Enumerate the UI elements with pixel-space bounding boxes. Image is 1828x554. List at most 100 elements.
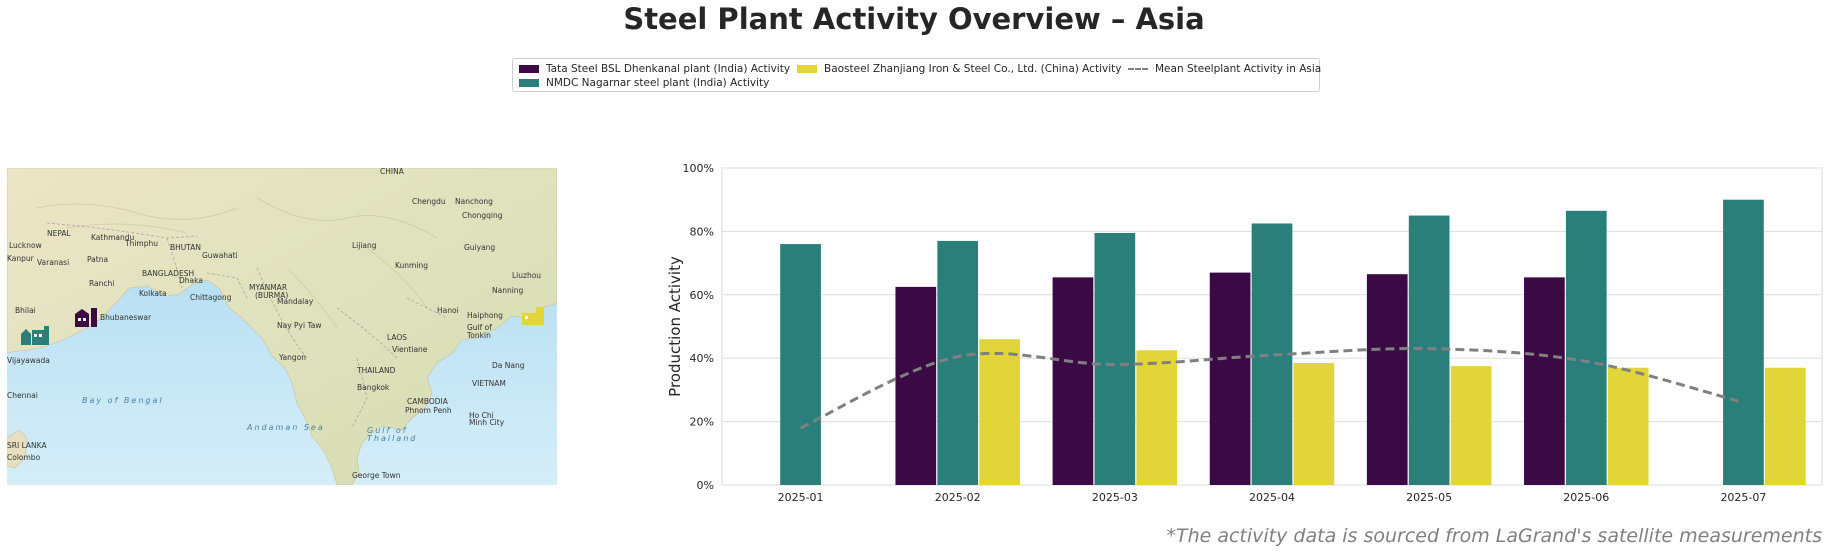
svg-text:Hanoi: Hanoi <box>437 306 459 315</box>
bar-2025-02-s0 <box>895 286 937 485</box>
y-tick-label: 40% <box>690 352 714 365</box>
legend-label-tata: Tata Steel BSL Dhenkanal plant (India) A… <box>546 63 791 75</box>
svg-text:NEPAL: NEPAL <box>47 229 72 238</box>
bar-2025-01-s1 <box>780 244 821 485</box>
svg-text:Varanasi: Varanasi <box>37 258 69 267</box>
border-lines <box>46 222 448 429</box>
bar-2025-06-s1 <box>1565 210 1607 486</box>
legend-item-mean: Mean Steelplant Activity in Asia <box>1128 62 1321 76</box>
svg-text:Nanning: Nanning <box>492 286 524 295</box>
legend-item-tata: Tata Steel BSL Dhenkanal plant (India) A… <box>519 62 790 76</box>
svg-text:Lijiang: Lijiang <box>352 241 377 250</box>
svg-text:Haiphong: Haiphong <box>467 311 503 320</box>
x-tick-label: 2025-05 <box>1406 491 1452 504</box>
bar-2025-03-s0 <box>1052 277 1094 485</box>
svg-text:Mandalay: Mandalay <box>277 297 314 306</box>
svg-text:LAOS: LAOS <box>387 333 407 342</box>
x-tick-label: 2025-01 <box>778 491 824 504</box>
bar-2025-06-s2 <box>1607 367 1649 485</box>
svg-text:Guwahati: Guwahati <box>202 251 238 260</box>
bar-2025-02-s1 <box>937 240 979 485</box>
y-tick-label: 20% <box>690 416 714 429</box>
y-tick-label: 80% <box>690 225 714 238</box>
svg-text:Yangon: Yangon <box>278 353 306 362</box>
svg-text:Liuzhou: Liuzhou <box>512 271 541 280</box>
bar-2025-06-s0 <box>1524 277 1565 485</box>
factory-icon <box>21 326 49 345</box>
x-tick-label: 2025-03 <box>1092 491 1138 504</box>
x-tick-label: 2025-07 <box>1720 491 1766 504</box>
bar-2025-03-s1 <box>1094 232 1136 485</box>
legend-label-nmdc: NMDC Nagarnar steel plant (India) Activi… <box>546 77 770 89</box>
svg-text:Ho Chi: Ho Chi <box>469 411 494 420</box>
svg-text:BHUTAN: BHUTAN <box>170 243 201 252</box>
mountain-texture <box>36 197 438 329</box>
svg-text:Thimphu: Thimphu <box>124 239 158 248</box>
x-tick-label: 2025-06 <box>1563 491 1609 504</box>
svg-text:Chittagong: Chittagong <box>190 293 232 302</box>
bar-2025-07-s1 <box>1723 199 1764 485</box>
svg-text:Kunming: Kunming <box>395 261 428 270</box>
svg-text:CAMBODIA: CAMBODIA <box>407 397 449 406</box>
legend-label-mean: Mean Steelplant Activity in Asia <box>1155 63 1322 75</box>
x-tick-label: 2025-04 <box>1249 491 1295 504</box>
svg-text:Gulf of: Gulf of <box>367 426 408 435</box>
legend-swatch-tata <box>519 65 539 73</box>
legend-swatch-baosteel <box>797 65 817 73</box>
svg-text:Phnom Penh: Phnom Penh <box>405 406 452 415</box>
coast-sri-lanka <box>7 429 28 469</box>
map-labels: CHINA Chengdu Nanchong Chongqing NEPAL K… <box>7 168 541 480</box>
svg-text:Kathmandu: Kathmandu <box>91 233 134 242</box>
svg-text:VIETNAM: VIETNAM <box>472 379 506 388</box>
svg-text:Nay Pyi Taw: Nay Pyi Taw <box>277 321 322 330</box>
svg-text:George Town: George Town <box>352 471 401 480</box>
svg-text:Chengdu: Chengdu <box>412 197 446 206</box>
svg-text:Lucknow: Lucknow <box>9 241 42 250</box>
svg-text:Kanpur: Kanpur <box>7 254 35 263</box>
svg-text:Chennai: Chennai <box>7 391 38 400</box>
svg-text:Nanchong: Nanchong <box>455 197 493 206</box>
svg-text:Patna: Patna <box>87 255 108 264</box>
legend-label-baosteel: Baosteel Zhanjiang Iron & Steel Co., Ltd… <box>824 63 1122 75</box>
map-svg: CHINA Chengdu Nanchong Chongqing NEPAL K… <box>7 168 557 485</box>
legend-item-nmdc: NMDC Nagarnar steel plant (India) Activi… <box>519 76 769 90</box>
bars <box>780 199 1806 486</box>
svg-text:Thailand: Thailand <box>367 434 417 443</box>
legend-item-baosteel: Baosteel Zhanjiang Iron & Steel Co., Ltd… <box>797 62 1121 76</box>
svg-text:Chongqing: Chongqing <box>462 211 503 220</box>
svg-text:Da Nang: Da Nang <box>492 361 525 370</box>
bar-2025-03-s2 <box>1136 350 1178 485</box>
bar-2025-04-s0 <box>1209 272 1251 485</box>
svg-text:Kolkata: Kolkata <box>139 289 167 298</box>
svg-text:Ranchi: Ranchi <box>89 279 114 288</box>
map-markers <box>21 307 544 345</box>
factory-icon <box>522 307 544 325</box>
mean-line-group <box>799 347 1744 430</box>
svg-text:Minh City: Minh City <box>469 418 505 427</box>
svg-text:(BURMA): (BURMA) <box>255 291 288 300</box>
svg-text:Bhubaneswar: Bhubaneswar <box>100 313 152 322</box>
svg-text:THAILAND: THAILAND <box>356 366 396 375</box>
legend-swatch-nmdc <box>519 79 539 87</box>
svg-text:Bangkok: Bangkok <box>357 383 390 392</box>
svg-text:Colombo: Colombo <box>7 453 41 462</box>
bar-2025-05-s2 <box>1450 366 1492 485</box>
svg-text:Vientiane: Vientiane <box>392 345 428 354</box>
bar-2025-02-s2 <box>979 339 1020 485</box>
bar-2025-04-s2 <box>1293 362 1335 485</box>
svg-text:Bhilai: Bhilai <box>15 306 36 315</box>
svg-text:Bay of Bengal: Bay of Bengal <box>82 396 164 405</box>
legend-swatch-mean <box>1128 68 1148 70</box>
svg-text:Andaman Sea: Andaman Sea <box>246 423 325 432</box>
y-tick-label: 100% <box>683 162 714 175</box>
y-tick-label: 0% <box>697 479 714 492</box>
chart-legend: Tata Steel BSL Dhenkanal plant (India) A… <box>512 58 1321 92</box>
svg-text:BANGLADESH: BANGLADESH <box>142 269 194 278</box>
svg-text:Gulf of: Gulf of <box>467 323 492 332</box>
y-axis-ticks: 0% 20% 40% 60% 80% 100% <box>683 162 714 492</box>
bar-2025-07-s2 <box>1764 367 1806 485</box>
x-axis-ticks: 2025-01 2025-02 2025-03 2025-04 2025-05 2025-… <box>778 491 1767 504</box>
svg-text:MYANMAR: MYANMAR <box>249 283 287 292</box>
land-mass <box>7 168 557 485</box>
